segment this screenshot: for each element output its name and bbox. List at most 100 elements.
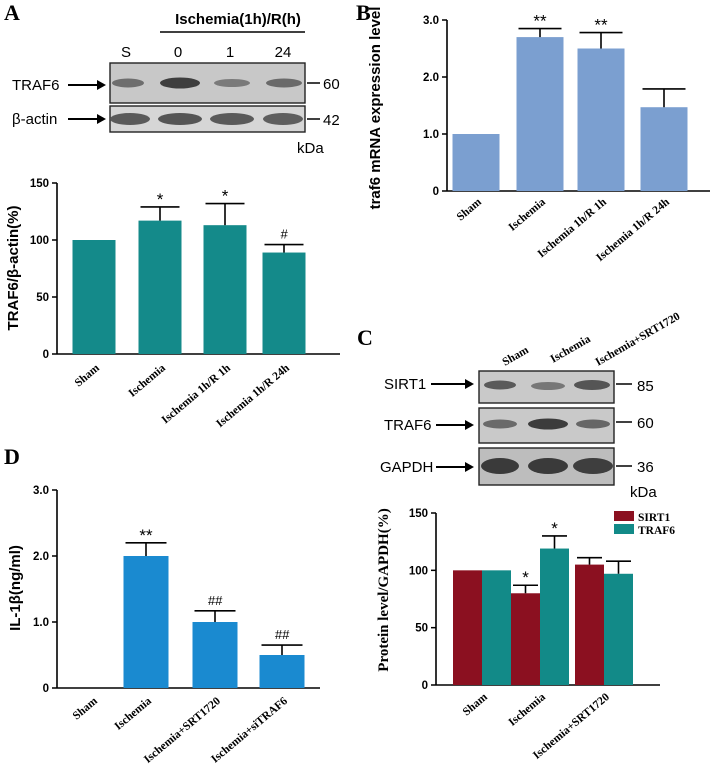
- y-tick-label-a: 0: [43, 349, 49, 361]
- blot-a-row-label-actin: β-actin: [12, 111, 57, 128]
- blot-a-lane-1: 1: [226, 44, 234, 61]
- blot-c-sirt1-band: [531, 382, 565, 390]
- significance-mark-b: **: [533, 12, 547, 31]
- y-tick-label-d: 3.0: [33, 485, 49, 497]
- significance-mark-a: #: [280, 227, 288, 242]
- western-blot-c: Sham Ischemia Ischemia+SRT1720 SIRT1 TRA…: [380, 310, 683, 501]
- blot-c-lane-ischemia: Ischemia: [549, 333, 593, 366]
- bar-chart-c: 0 50 100 150 Protein level/GAPDH(%) Sham * * Isc…: [376, 508, 675, 762]
- panel-letter-c: C: [357, 325, 373, 350]
- bar-d: [259, 655, 305, 688]
- blot-c-arrow-head: [465, 462, 474, 472]
- y-tick-label-b: 3.0: [423, 15, 439, 27]
- blot-c-traf6-band: [576, 419, 610, 429]
- x-tick-label-c: Ischemia: [506, 691, 548, 729]
- bar-chart-a: 050100150TRAF6/β-actin(%)Sham*Ischemia*I…: [5, 178, 340, 430]
- y-tick-label-a: 50: [36, 292, 49, 304]
- blot-a-traf6-band: [266, 78, 302, 88]
- blot-a-actin-band: [110, 113, 150, 125]
- blot-a-traf6-band: [160, 77, 200, 89]
- bar-d: [123, 556, 169, 688]
- blot-a-lane-24: 24: [275, 44, 292, 61]
- significance-mark-d: **: [139, 526, 153, 545]
- y-axis-title-d: IL-1β(ng/ml): [7, 545, 24, 631]
- y-axis-title-c: Protein level/GAPDH(%): [376, 508, 392, 671]
- blot-c-arrow-head: [465, 420, 474, 430]
- bar-c: [540, 548, 569, 685]
- blot-a-actin-band: [158, 113, 202, 125]
- legend-label-c: SIRT1: [638, 512, 670, 524]
- bar-a: [203, 225, 247, 354]
- blot-a-arrow-head: [97, 80, 106, 90]
- y-tick-label-a: 150: [30, 178, 49, 190]
- significance-mark-d: ##: [208, 593, 223, 608]
- blot-a-lane-0: 0: [174, 44, 182, 61]
- blot-c-lane-srt1720: Ischemia+SRT1720: [594, 310, 683, 368]
- bar-chart-b: 0 1.0 2.0 3.0 traf6 mRNA expression level Sha…: [367, 7, 710, 264]
- x-tick-label-b: Sham: [455, 196, 485, 224]
- x-tick-label-d: Ischemia: [112, 695, 154, 733]
- y-tick-label-c: 150: [409, 508, 428, 520]
- bar-c: [604, 573, 633, 685]
- bar-chart-d: 01.02.03.0IL-1β(ng/ml)Sham**Ischemia##Is…: [7, 485, 320, 766]
- bar-c: [453, 570, 482, 685]
- significance-mark-d: ##: [275, 627, 290, 642]
- x-tick-label-d: Sham: [71, 695, 101, 723]
- x-tick-label-a: Ischemia: [126, 362, 168, 400]
- x-tick-label-b: Ischemia: [506, 196, 548, 234]
- y-tick-label-b: 0: [433, 186, 439, 198]
- x-tick-label-c: Sham: [461, 691, 491, 719]
- y-tick-label-d: 0: [43, 683, 49, 695]
- bar-a: [138, 220, 182, 354]
- y-axis-title-b: traf6 mRNA expression level: [367, 7, 384, 210]
- blot-a-mw-42: 42: [323, 112, 340, 129]
- significance-mark-c: *: [522, 568, 529, 587]
- blot-c-gapdh-band: [481, 458, 519, 474]
- bar-d: [192, 622, 238, 688]
- blot-c-gapdh-band: [528, 458, 568, 474]
- blot-c-row-label-sirt1: SIRT1: [384, 376, 426, 393]
- y-tick-label-c: 0: [422, 680, 428, 692]
- x-tick-label-a: Sham: [73, 362, 103, 390]
- y-tick-label-d: 2.0: [33, 551, 49, 563]
- blot-c-sirt1-band: [574, 380, 610, 390]
- blot-a-traf6-band: [112, 78, 144, 88]
- bar-a: [72, 240, 116, 354]
- blot-a-row-label-traf6: TRAF6: [12, 77, 60, 94]
- blot-a-header: Ischemia(1h)/R(h): [175, 11, 301, 28]
- y-tick-label-b: 2.0: [423, 72, 439, 84]
- panel-letter-a: A: [4, 0, 20, 25]
- blot-c-lane-sham: Sham: [501, 344, 532, 369]
- y-axis-title-a: TRAF6/β-actin(%): [5, 206, 22, 331]
- y-tick-label-c: 100: [409, 565, 428, 577]
- blot-a-mw-60: 60: [323, 76, 340, 93]
- bar-a: [262, 252, 306, 354]
- blot-a-unit: kDa: [297, 140, 324, 157]
- blot-c-sirt1-band: [484, 380, 516, 390]
- bar-c: [575, 564, 604, 685]
- blot-a-lane-s: S: [121, 44, 131, 61]
- bar-c: [511, 593, 540, 685]
- significance-mark-c: *: [551, 519, 558, 538]
- blot-c-mw-60: 60: [637, 415, 654, 432]
- y-tick-label-a: 100: [30, 235, 49, 247]
- significance-mark-b: **: [594, 16, 608, 35]
- blot-c-unit: kDa: [630, 484, 657, 501]
- significance-mark-a: *: [157, 190, 164, 209]
- legend-swatch-c: [614, 511, 634, 521]
- y-tick-label-c: 50: [415, 623, 428, 635]
- blot-c-arrow-head: [465, 379, 474, 389]
- panel-letter-b: B: [356, 0, 371, 25]
- blot-a-traf6-band: [214, 79, 250, 87]
- bar-b: [452, 134, 500, 191]
- bar-b: [640, 107, 688, 191]
- blot-c-gapdh-band: [573, 458, 613, 474]
- y-tick-label-d: 1.0: [33, 617, 49, 629]
- blot-c-traf6-band: [483, 419, 517, 429]
- blot-c-mw-85: 85: [637, 378, 654, 395]
- blot-c-row-label-traf6: TRAF6: [384, 417, 432, 434]
- bar-c: [482, 570, 511, 685]
- blot-a-arrow-head: [97, 114, 106, 124]
- blot-a-actin-band: [263, 113, 303, 125]
